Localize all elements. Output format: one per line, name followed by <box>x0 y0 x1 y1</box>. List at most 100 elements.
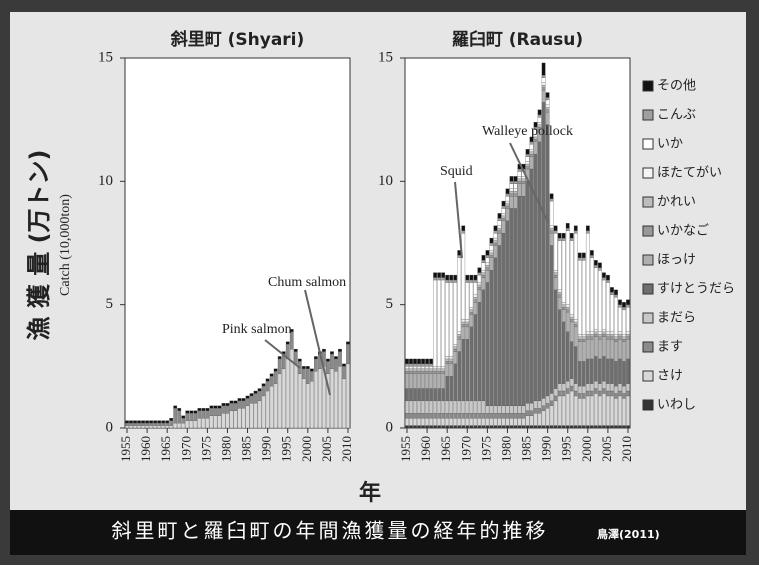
bar-segment <box>525 425 530 429</box>
bar-segment <box>585 334 590 337</box>
bar-segment <box>549 228 554 231</box>
bar-segment <box>153 420 157 424</box>
bar-segment <box>473 279 478 283</box>
bar-segment <box>593 388 598 394</box>
legend-label: ほたてがい <box>657 166 722 181</box>
bar-segment <box>614 341 618 362</box>
bar-segment <box>229 410 234 429</box>
bar-segment <box>505 405 510 414</box>
bar-segment <box>614 398 618 426</box>
bar-segment <box>437 400 442 414</box>
annotation: Pink salmon <box>222 322 292 337</box>
bar-segment <box>425 417 429 426</box>
bar-segment <box>209 408 214 416</box>
bar-segment <box>593 334 598 337</box>
bar-segment <box>205 417 210 429</box>
bar-segment <box>589 257 594 332</box>
bar-segment <box>157 420 162 424</box>
bar-segment <box>598 339 602 360</box>
x-tick-label: 2010 <box>339 436 354 462</box>
bar-segment <box>453 351 458 365</box>
bar-segment <box>473 294 478 298</box>
bar-segment <box>545 425 550 429</box>
bar-segment <box>525 154 530 157</box>
bar-segment <box>445 356 450 360</box>
bar-segment <box>145 420 149 424</box>
bar-segment <box>529 144 534 150</box>
bar-segment <box>585 339 590 360</box>
bar-segment <box>589 358 594 384</box>
bar-segment <box>326 358 330 362</box>
bar-segment <box>185 410 190 414</box>
bar-segment <box>501 417 506 426</box>
bar-segment <box>413 413 417 419</box>
bar-segment <box>622 361 626 387</box>
bar-segment <box>553 425 558 429</box>
bar-segment <box>449 356 454 360</box>
bar-segment <box>441 371 446 374</box>
bar-segment <box>513 181 518 184</box>
x-tick-label: 1965 <box>158 436 173 462</box>
bar-segment <box>421 368 425 372</box>
bar-segment <box>533 154 538 402</box>
bar-segment <box>249 395 254 404</box>
bar-segment <box>565 331 570 382</box>
bar-segment <box>297 358 302 362</box>
bar-segment <box>417 388 421 402</box>
bar-segment <box>273 368 278 372</box>
bar-segment <box>413 388 417 402</box>
legend-label: こんぶ <box>657 108 696 123</box>
bar-segment <box>610 339 614 360</box>
bar-segment <box>577 361 582 387</box>
bar-segment <box>509 195 514 209</box>
bar-segment <box>165 425 170 429</box>
bar-segment <box>481 289 486 402</box>
bar-segment <box>417 366 421 369</box>
bar-segment <box>622 425 626 429</box>
bar-segment <box>598 267 602 271</box>
bar-segment <box>581 334 586 337</box>
bar-segment <box>429 417 433 426</box>
bar-segment <box>429 400 433 414</box>
bar-segment <box>285 358 290 429</box>
bar-segment <box>501 200 506 207</box>
bar-segment <box>405 358 409 365</box>
bar-segment <box>505 205 510 209</box>
bar-segment <box>618 358 622 384</box>
bar-segment <box>553 274 558 278</box>
bar-segment <box>269 373 274 377</box>
bar-segment <box>505 193 510 197</box>
bar-segment <box>417 358 421 365</box>
bar-segment <box>513 425 518 429</box>
bar-segment <box>469 425 474 429</box>
bar-segment <box>405 368 409 372</box>
bar-segment <box>565 393 570 426</box>
x-tick-label: 2005 <box>319 436 334 462</box>
bar-segment <box>469 326 474 402</box>
bar-segment <box>181 415 186 419</box>
bar-segment <box>449 425 454 429</box>
bar-segment <box>257 400 262 429</box>
bar-segment <box>565 311 570 332</box>
bar-segment <box>622 341 626 362</box>
bar-segment <box>465 282 470 320</box>
y-tick-label: 5 <box>106 296 114 312</box>
bar-segment <box>173 422 178 429</box>
bar-segment <box>169 425 174 429</box>
bar-segment <box>614 334 618 337</box>
bar-segment <box>589 390 594 397</box>
x-tick-label: 1955 <box>118 436 133 462</box>
bar-segment <box>133 422 137 426</box>
bar-segment <box>133 425 137 429</box>
bar-segment <box>513 417 518 426</box>
bar-segment <box>441 368 446 372</box>
bar-segment <box>277 358 282 374</box>
bar-segment <box>425 371 429 374</box>
bar-segment <box>622 336 626 340</box>
bar-segment <box>585 395 590 426</box>
y-label-en: Catch (10,000ton) <box>58 194 73 296</box>
bar-segment <box>513 208 518 406</box>
bar-segment <box>277 373 282 429</box>
bar-segment <box>409 388 413 402</box>
bar-segment <box>573 230 578 234</box>
